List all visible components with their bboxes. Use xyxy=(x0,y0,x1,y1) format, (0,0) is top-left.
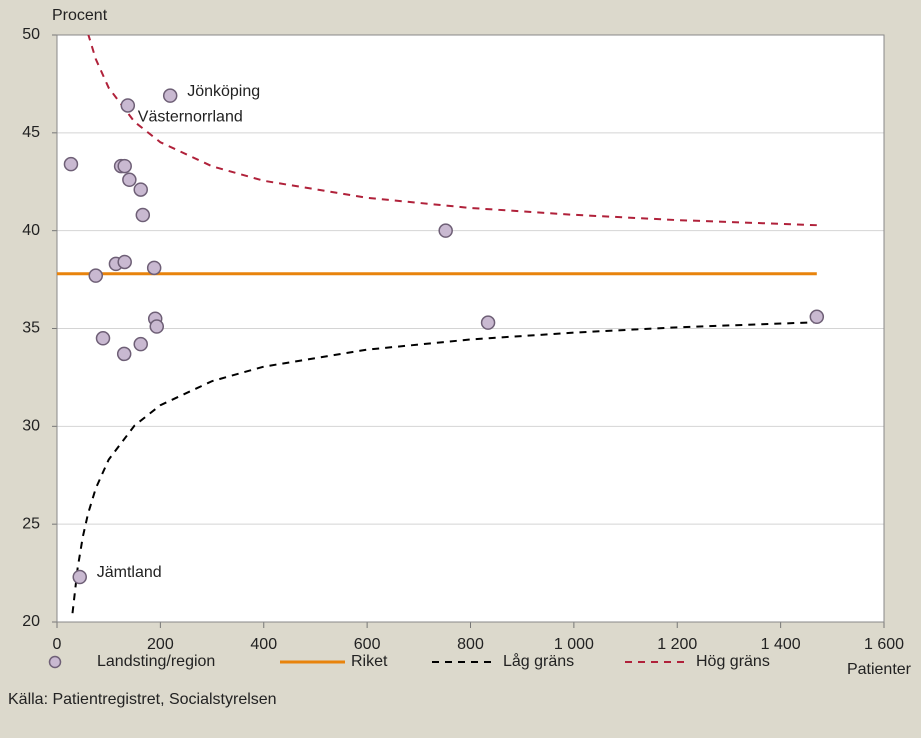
y-axis-label: Procent xyxy=(52,7,108,24)
legend-label: Låg gräns xyxy=(503,652,574,670)
data-point xyxy=(120,98,136,113)
y-tick-label: 50 xyxy=(22,26,40,43)
y-tick-label: 30 xyxy=(22,418,40,435)
x-tick-label: 1 600 xyxy=(864,636,904,653)
legend-label: Hög gräns xyxy=(696,653,770,670)
source: Källa: Patientregistret, Socialstyrelsen xyxy=(8,691,277,708)
y-tick-label: 35 xyxy=(22,320,40,337)
data-point xyxy=(63,156,79,172)
legend-label: Riket xyxy=(351,653,388,670)
y-tick-label: 45 xyxy=(22,124,40,141)
x-tick-label: 1 000 xyxy=(554,636,594,653)
x-tick-label: 200 xyxy=(147,636,174,653)
data-point xyxy=(809,309,825,325)
legend-marker xyxy=(48,655,62,669)
data-point xyxy=(135,207,151,223)
point-label: Jönköping xyxy=(187,83,260,100)
data-point xyxy=(162,88,178,103)
series-line xyxy=(71,321,817,614)
x-tick-label: 800 xyxy=(457,636,484,653)
data-point xyxy=(133,182,148,197)
legend-label: Landsting/region xyxy=(97,653,215,670)
point-label: Västernorrland xyxy=(138,109,243,126)
data-point xyxy=(480,315,496,330)
data-point xyxy=(88,268,104,283)
x-axis-label: Patienter xyxy=(847,661,912,678)
series-line xyxy=(87,35,817,227)
plot-frame xyxy=(56,34,885,623)
x-tick-label: 1 200 xyxy=(657,636,697,653)
data-point xyxy=(117,254,132,270)
x-tick-label: 1 400 xyxy=(761,636,801,653)
y-tick-label: 25 xyxy=(22,515,40,532)
x-tick-label: 0 xyxy=(53,636,62,653)
x-tick-label: 400 xyxy=(250,636,277,653)
x-tick-label: 600 xyxy=(354,636,381,653)
data-point xyxy=(117,158,132,174)
data-point xyxy=(149,319,165,334)
data-point xyxy=(122,172,137,188)
data-point xyxy=(133,336,148,352)
data-point xyxy=(72,569,87,585)
data-point xyxy=(146,260,162,276)
y-tick-label: 40 xyxy=(22,222,40,239)
y-tick-label: 20 xyxy=(22,613,40,630)
data-point xyxy=(95,331,111,346)
data-point xyxy=(116,346,132,362)
point-label: Jämtland xyxy=(97,564,162,581)
data-point xyxy=(438,223,453,238)
